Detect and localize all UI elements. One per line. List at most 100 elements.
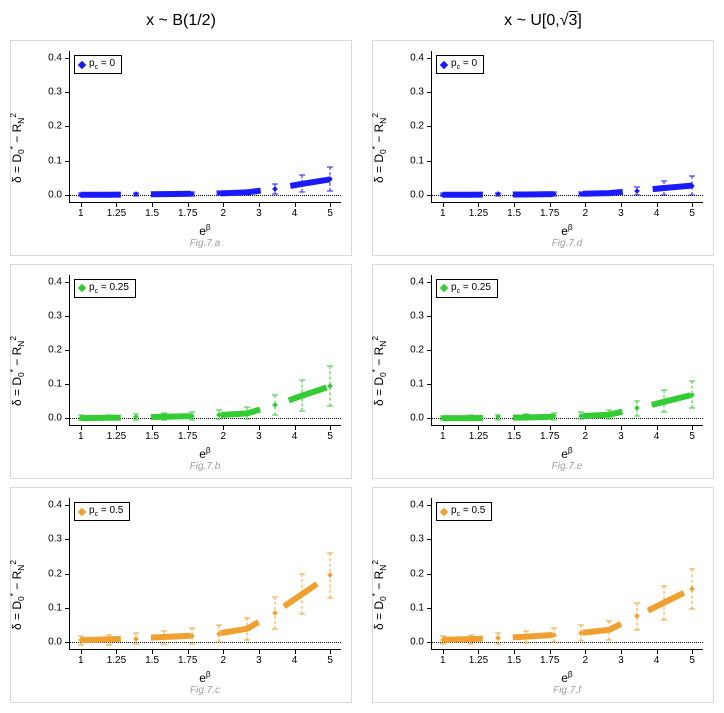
data-marker [689,586,695,592]
error-cap [606,639,612,640]
error-cap [327,405,333,406]
x-tick [81,649,82,654]
panel-b: δ = D0* − RN20.00.10.20.30.411.251.51.75… [10,264,352,480]
x-tick [330,425,331,430]
y-tick-label: 0.2 [48,121,62,132]
error-cap [216,642,222,643]
plot-area: 0.00.10.20.30.411.251.51.752345pc = 0.5 [431,498,703,650]
error-cap [244,407,250,408]
y-tick-label: 0.2 [410,568,424,579]
x-tick [657,202,658,207]
data-marker [244,410,250,416]
x-axis-label-group: eβFig.7.b [69,446,341,472]
x-tick-label: 1 [78,208,84,219]
legend-marker-icon [78,284,86,292]
x-tick-label: 4 [654,655,660,666]
legend-marker-icon [440,284,448,292]
data-marker [327,177,333,183]
error-cap [272,394,278,395]
x-tick [621,649,622,654]
x-tick-label: 1.75 [178,431,197,442]
x-tick-label: 3 [618,431,624,442]
y-tick-label: 0.0 [48,413,62,424]
y-tick-label: 0.1 [48,379,62,390]
x-tick-label: 1.25 [469,208,488,219]
legend: pc = 0.5 [436,502,492,521]
x-tick [152,425,153,430]
data-marker [217,412,223,418]
x-tick-label: 3 [256,655,262,666]
x-tick [116,202,117,207]
x-tick-label: 3 [618,208,624,219]
error-cap [272,193,278,194]
panel-caption: Fig.7.e [431,462,703,472]
x-tick [223,649,224,654]
error-cap [578,641,584,642]
error-cap [689,408,695,409]
y-tick-label: 0.1 [48,155,62,166]
x-tick-label: 1.25 [107,431,126,442]
y-tick-label: 0.0 [410,413,424,424]
figure-container: x ~ B(1/2) x ~ U[0,√3] δ = D0* − RN20.00… [0,0,724,713]
x-tick-label: 1.5 [145,431,159,442]
data-marker [300,392,306,398]
data-marker [579,630,585,636]
x-axis-label: eβ [431,223,703,237]
x-tick-label: 2 [583,431,589,442]
y-tick-label: 0.4 [48,500,62,511]
y-axis-label: δ = D0* − RN2 [8,113,26,183]
y-tick-label: 0.3 [48,310,62,321]
x-tick [443,202,444,207]
error-cap [216,624,222,625]
x-tick-label: 2 [583,655,589,666]
x-tick [550,202,551,207]
x-tick [550,425,551,430]
data-marker [634,614,640,620]
data-marker [634,188,640,194]
x-tick [692,649,693,654]
x-tick [514,202,515,207]
error-cap [661,619,667,620]
x-tick-label: 1 [78,431,84,442]
panel-f: δ = D0* − RN20.00.10.20.30.411.251.51.75… [372,487,714,703]
data-marker [300,181,306,187]
x-tick [152,649,153,654]
error-cap [161,643,167,644]
y-tick-label: 0.0 [48,637,62,648]
x-tick [188,202,189,207]
x-tick-label: 2 [221,208,227,219]
x-tick [116,649,117,654]
x-tick [259,202,260,207]
y-tick-label: 0.4 [48,276,62,287]
error-cap [634,630,640,631]
data-marker [106,637,112,643]
y-tick-label: 0.0 [410,637,424,648]
y-tick-label: 0.4 [410,500,424,511]
error-cap [216,410,222,411]
x-axis-label-group: eβFig.7.c [69,670,341,696]
x-axis-label-group: eβFig.7.e [431,446,703,472]
column-title-right: x ~ U[0,√3] [372,10,714,32]
x-tick-label: 3 [618,655,624,666]
panel-c: δ = D0* − RN20.00.10.20.30.411.251.51.75… [10,487,352,703]
error-cap [189,628,195,629]
y-tick-label: 0.3 [410,310,424,321]
data-marker [78,638,84,644]
x-tick-label: 1.5 [507,208,521,219]
data-marker [495,636,501,642]
x-tick [657,649,658,654]
data-marker [161,635,167,641]
error-cap [523,642,529,643]
x-tick-label: 3 [256,208,262,219]
x-tick-label: 5 [689,431,695,442]
panel-caption: Fig.7.f [431,686,703,696]
error-cap [551,642,557,643]
error-cap [244,618,250,619]
x-tick [223,202,224,207]
error-cap [578,419,584,420]
x-tick [330,202,331,207]
x-tick [550,649,551,654]
data-marker [189,633,195,639]
x-tick-label: 3 [256,431,262,442]
legend-marker-icon [78,60,86,68]
